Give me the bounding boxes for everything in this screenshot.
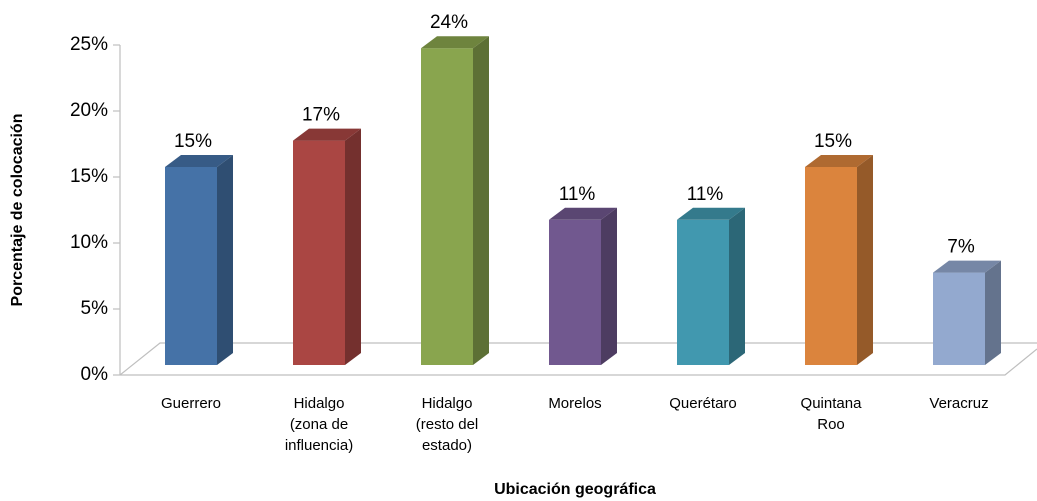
x-axis-title: Ubicación geográfica [494,481,656,498]
bar-top [421,36,489,49]
data-label: 15% [814,131,852,152]
bar-side [345,128,361,365]
bar-side [217,155,233,365]
floor-front [120,348,1037,376]
data-label: 11% [559,184,596,205]
bar-front [421,48,473,365]
y-axis-title: Porcentaje de colocación [9,114,26,307]
data-label: 17% [302,105,340,126]
y-tick-label: 15% [70,166,108,187]
bar-front [293,140,345,365]
x-tick-label: Morelos [548,395,602,412]
bar-side [985,260,1001,365]
x-tick-label: Querétaro [669,395,737,412]
bar-top [933,260,1001,273]
data-label: 11% [687,184,724,205]
bar [805,155,873,365]
x-tick-label: Veracruz [929,395,989,412]
data-label: 15% [174,131,212,152]
bar [421,36,489,365]
bar [165,155,233,365]
bar [293,128,361,365]
bar [933,260,1001,365]
data-label: 24% [430,12,468,33]
y-tick-label: 5% [81,298,109,319]
bar-front [805,167,857,365]
x-tick-label: Guerrero [160,395,222,412]
bar-top [677,207,745,220]
y-tick-label: 25% [70,34,108,55]
bar-front [677,219,729,365]
bar [549,207,617,365]
bar-top [165,155,233,167]
bar-front [549,219,601,365]
bar-front [933,272,985,365]
bar-side [473,36,489,365]
y-tick-label: 10% [70,232,108,253]
bar-top [805,155,873,167]
bar [677,207,745,365]
bar-top [549,207,617,220]
y-tick-label: 20% [70,100,108,121]
bar-side [601,207,617,365]
x-tick-label: Quintana Roo [800,395,862,433]
bar-side [729,207,745,365]
bar-top [293,128,361,141]
bar-side [857,155,873,365]
y-tick-label: 0% [81,364,109,385]
data-label: 7% [947,237,975,258]
x-tick-label: Hidalgo (resto del estado) [415,395,479,454]
bar-front [165,167,217,365]
x-tick-label: Hidalgo (zona de influencia) [284,395,354,454]
